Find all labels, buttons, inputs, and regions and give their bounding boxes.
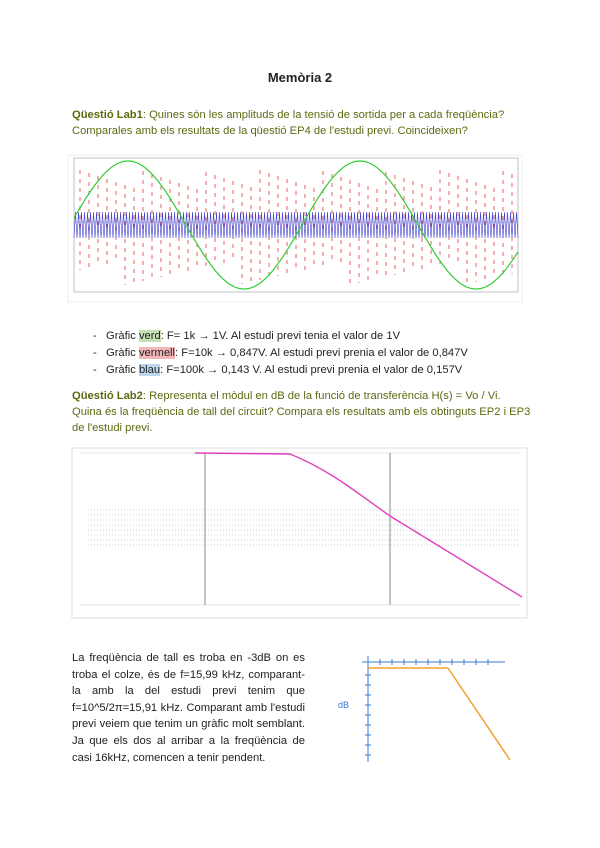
question-text: : Quines són les amplituds de la tensió … <box>72 109 505 137</box>
sketch: dB <box>338 656 511 762</box>
question-label: Qüestió Lab2 <box>72 390 143 402</box>
question-1: Qüestió Lab1: Quines són les amplituds d… <box>72 107 532 139</box>
bullet-text: : F=100k → 0,143 V. Al estudi previ pren… <box>160 364 463 376</box>
bullet-prefix: Gràfic <box>106 347 139 359</box>
question-label: Qüestió Lab1 <box>72 109 143 121</box>
bullet-text: : F= 1k → 1V. Al estudi previ tenia el v… <box>160 330 401 342</box>
bullet-list: Gràfic verd: F= 1k → 1V. Al estudi previ… <box>72 328 468 379</box>
question-2: Qüestió Lab2: Representa el mòdul en dB … <box>72 388 532 436</box>
bullet: Gràfic blau: F=100k → 0,143 V. Al estudi… <box>106 362 468 379</box>
waveform <box>73 211 519 239</box>
title: Memòria 2 <box>267 70 333 85</box>
color-word: blau <box>138 364 161 376</box>
color-word: verd <box>138 330 161 342</box>
bullet: Gràfic verd: F= 1k → 1V. Al estudi previ… <box>106 328 468 345</box>
bullet-prefix: Gràfic <box>106 330 139 342</box>
waveform <box>73 160 519 290</box>
bullet-prefix: Gràfic <box>106 364 139 376</box>
oscilloscope-1 <box>67 154 523 303</box>
question-text: : Representa el mòdul en dB de la funció… <box>72 390 531 434</box>
bullet: Gràfic vermell: F=10k → 0,847V. Al estud… <box>106 345 468 362</box>
axis-label: dB <box>338 700 349 710</box>
color-word: vermell <box>138 347 176 359</box>
paragraph: La freqüència de tall es troba en -3dB o… <box>72 652 305 764</box>
bode-plot <box>71 447 528 619</box>
bullet-text: : F=10k → 0,847V. Al estudi previ prenia… <box>175 347 468 359</box>
